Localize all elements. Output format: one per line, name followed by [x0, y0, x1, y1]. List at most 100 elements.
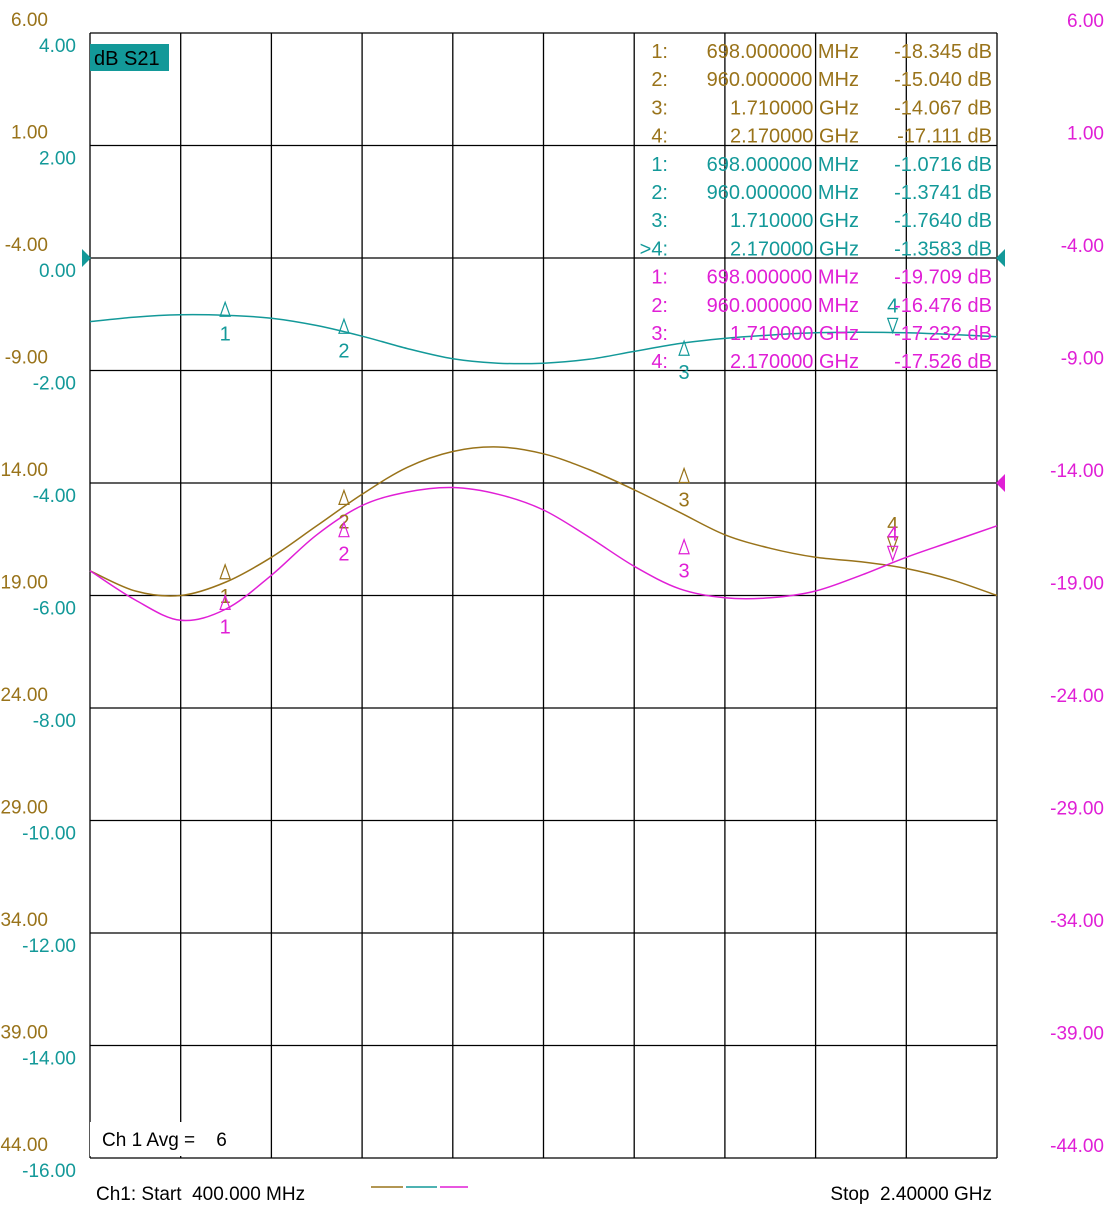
brown-tick-6: -24.00	[0, 685, 48, 706]
readout-val-0-3: -17.111 dB	[897, 126, 992, 148]
magenta-tick-4: -14.00	[1050, 461, 1104, 482]
marker-teal-3	[678, 339, 690, 356]
readout-freq-2-0: 698.000000 MHz	[707, 267, 859, 289]
readout-freq-1-2: 1.710000 GHz	[730, 210, 859, 232]
readout-freq-0-2: 1.710000 GHz	[730, 97, 859, 119]
readout-freq-1-0: 698.000000 MHz	[707, 154, 859, 176]
readout-n-1-2: 3:	[651, 210, 668, 232]
readout-n-2-2: 3:	[651, 323, 668, 345]
teal-tick-0: 4.00	[39, 36, 76, 57]
readout-freq-0-1: 960.000000 MHz	[707, 69, 859, 91]
trace-magenta	[89, 486, 998, 622]
title-badge	[90, 44, 169, 71]
marker-label-magenta-2: 2	[338, 544, 349, 566]
marker-magenta-3	[678, 537, 690, 555]
y-tick-labels: 6.00 4.00 6.00 1.00 2.00 1.00 -4.00 0.00 -4.00 -9…	[0, 10, 1104, 1182]
marker-teal-4	[886, 317, 899, 335]
marker-brown-4	[886, 536, 899, 553]
teal-tick-6: -8.00	[33, 711, 76, 732]
brown-tick-9: -39.00	[0, 1023, 48, 1044]
trace-teal	[89, 313, 998, 365]
readout-freq-1-3: 2.170000 GHz	[730, 238, 859, 260]
readout-freq-0-3: 2.170000 GHz	[730, 126, 859, 148]
brown-tick-10: -44.00	[0, 1135, 48, 1156]
readout-val-2-2: -17.232 dB	[894, 323, 992, 345]
brown-tick-4: -14.00	[0, 460, 48, 481]
magenta-tick-6: -24.00	[1050, 686, 1104, 707]
avg-label: Ch 1 Avg = 6	[102, 1130, 227, 1151]
avg-box	[90, 1122, 270, 1156]
magenta-tick-5: -19.00	[1050, 574, 1104, 595]
readout-val-2-3: -17.526 dB	[894, 351, 992, 373]
teal-tick-5: -6.00	[33, 599, 76, 620]
readout-n-2-1: 2:	[651, 295, 668, 317]
readout-n-0-0: 1:	[651, 41, 668, 63]
teal-tick-8: -12.00	[22, 936, 76, 957]
brown-tick-0: 6.00	[11, 10, 48, 31]
teal-tick-7: -10.00	[22, 824, 76, 845]
marker-brown-3	[678, 466, 690, 484]
magenta-tick-9: -39.00	[1050, 1024, 1104, 1045]
teal-tick-4: -4.00	[33, 486, 76, 507]
marker-magenta-4	[886, 545, 899, 563]
traces	[89, 313, 998, 622]
teal-ref-right-arrow	[996, 249, 1005, 267]
readout-freq-1-1: 960.000000 MHz	[707, 182, 859, 204]
readout-n-2-3: 4:	[651, 351, 668, 373]
readout-val-2-0: -19.709 dB	[894, 267, 992, 289]
readout-freq-2-2: 1.710000 GHz	[730, 323, 859, 345]
readout-n-2-0: 1:	[651, 267, 668, 289]
brown-tick-2: -4.00	[5, 235, 48, 256]
magenta-tick-10: -44.00	[1050, 1136, 1104, 1157]
readout-val-1-3: -1.3583 dB	[894, 238, 992, 260]
marker-label-teal-3: 3	[679, 362, 690, 384]
readout-val-0-2: -14.067 dB	[894, 97, 992, 119]
readout-val-2-1: -16.476 dB	[894, 295, 992, 317]
marker-brown-1	[219, 562, 231, 580]
readout-val-1-2: -1.7640 dB	[894, 210, 992, 232]
marker-teal-2	[338, 317, 350, 334]
readout-freq-2-1: 960.000000 MHz	[707, 295, 859, 317]
teal-tick-9: -14.00	[22, 1049, 76, 1070]
readout-n-1-3: >4:	[640, 238, 668, 260]
readout-n-0-1: 2:	[651, 69, 668, 91]
magenta-tick-7: -29.00	[1050, 799, 1104, 820]
teal-tick-1: 2.00	[39, 149, 76, 170]
marker-label-brown-4: 4	[887, 514, 898, 536]
brown-tick-3: -9.00	[5, 348, 48, 369]
magenta-tick-0: 6.00	[1067, 11, 1104, 32]
chart-title: dB S21	[94, 48, 160, 70]
marker-label-magenta-1: 1	[220, 616, 231, 638]
magenta-tick-1: 1.00	[1067, 124, 1104, 145]
trace-brown	[89, 446, 998, 597]
magenta-tick-3: -9.00	[1061, 349, 1104, 370]
marker-label-magenta-3: 3	[679, 561, 690, 583]
teal-ref-left-arrow	[82, 249, 91, 267]
reference-arrows	[82, 249, 1005, 492]
marker-label-teal-1: 1	[220, 323, 231, 345]
teal-tick-10: -16.00	[22, 1161, 76, 1182]
readout-freq-2-3: 2.170000 GHz	[730, 351, 859, 373]
marker-readout: 1: 698.000000 MHz -18.345 dB 2: 960.000000 M…	[640, 41, 992, 373]
marker-magenta-2	[338, 520, 350, 538]
readout-freq-0-0: 698.000000 MHz	[707, 41, 859, 63]
readout-n-0-2: 3:	[651, 97, 668, 119]
brown-tick-1: 1.00	[11, 123, 48, 144]
readout-val-1-0: -1.0716 dB	[894, 154, 992, 176]
magenta-tick-8: -34.00	[1050, 911, 1104, 932]
stop-label: Stop 2.40000 GHz	[830, 1184, 992, 1205]
marker-label-magenta-4: 4	[887, 523, 898, 545]
start-label: Ch1: Start 400.000 MHz	[96, 1184, 305, 1205]
readout-val-1-1: -1.3741 dB	[894, 182, 992, 204]
teal-tick-2: 0.00	[39, 261, 76, 282]
brown-tick-5: -19.00	[0, 573, 48, 594]
readout-n-0-3: 4:	[651, 126, 668, 148]
brown-tick-7: -29.00	[0, 798, 48, 819]
magenta-ref-arrow	[996, 474, 1005, 492]
grid	[89, 32, 998, 1159]
marker-label-teal-4: 4	[887, 295, 898, 317]
readout-n-1-1: 2:	[651, 182, 668, 204]
marker-label-teal-2: 2	[338, 340, 349, 362]
